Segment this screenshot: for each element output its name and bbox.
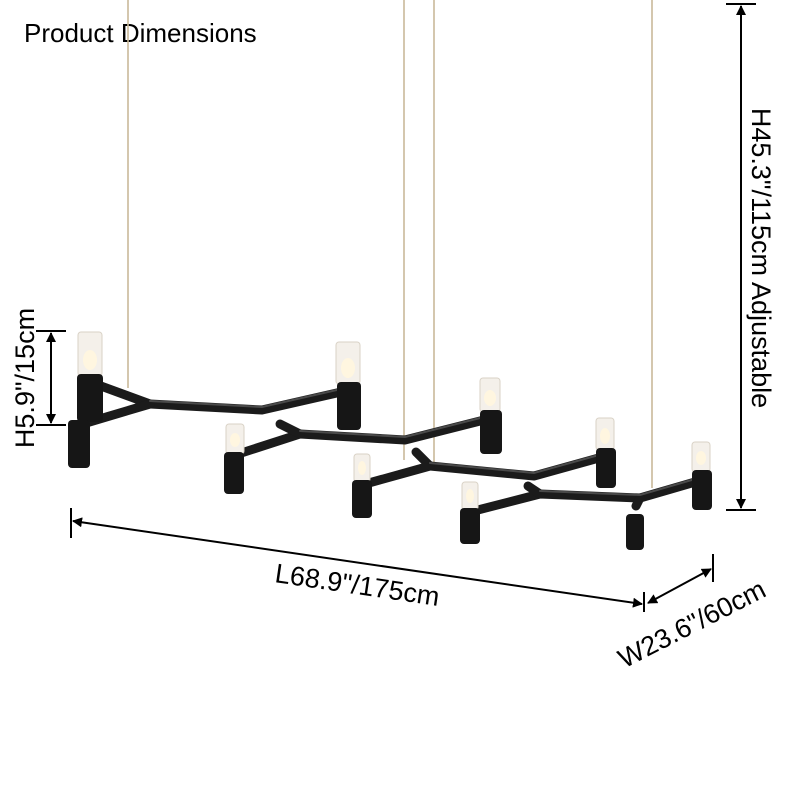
arm <box>411 447 435 471</box>
height-total-dimension: H45.3"/115cm Adjustable <box>726 3 776 511</box>
arm <box>353 451 611 491</box>
arm <box>465 475 707 517</box>
length-label: L68.9"/175cm <box>273 558 441 612</box>
lamp-up <box>691 441 712 510</box>
arm-highlight <box>539 476 703 497</box>
lamp-down <box>626 514 644 550</box>
width-label: W23.6"/60cm <box>613 574 770 674</box>
arm-highlight <box>299 414 493 439</box>
lamp-down <box>352 453 372 518</box>
height-fixture-dimension: H5.9"/15cm <box>10 308 66 448</box>
arm <box>523 481 545 499</box>
lamp-up <box>77 331 103 422</box>
lamp-down <box>68 420 90 468</box>
lamp-up <box>595 417 616 488</box>
length-dimension: L68.9"/175cm <box>70 508 645 612</box>
lamp-down <box>460 481 480 544</box>
arm-highlight <box>149 386 351 409</box>
lamp-up <box>335 341 361 430</box>
lamp-up <box>479 377 502 454</box>
width-dimension: W23.6"/60cm <box>613 554 771 674</box>
arm-highlight <box>429 452 607 475</box>
arm <box>275 419 305 439</box>
arm <box>631 493 645 511</box>
height-fixture-label: H5.9"/15cm <box>10 308 40 448</box>
height-total-label: H45.3"/115cm Adjustable <box>746 108 776 408</box>
arm <box>85 377 355 415</box>
page-title: Product Dimensions <box>24 18 257 48</box>
suspension-cables <box>127 0 653 488</box>
chandelier-fixture <box>68 331 712 550</box>
arm <box>227 413 497 461</box>
lamp-down <box>224 423 245 494</box>
